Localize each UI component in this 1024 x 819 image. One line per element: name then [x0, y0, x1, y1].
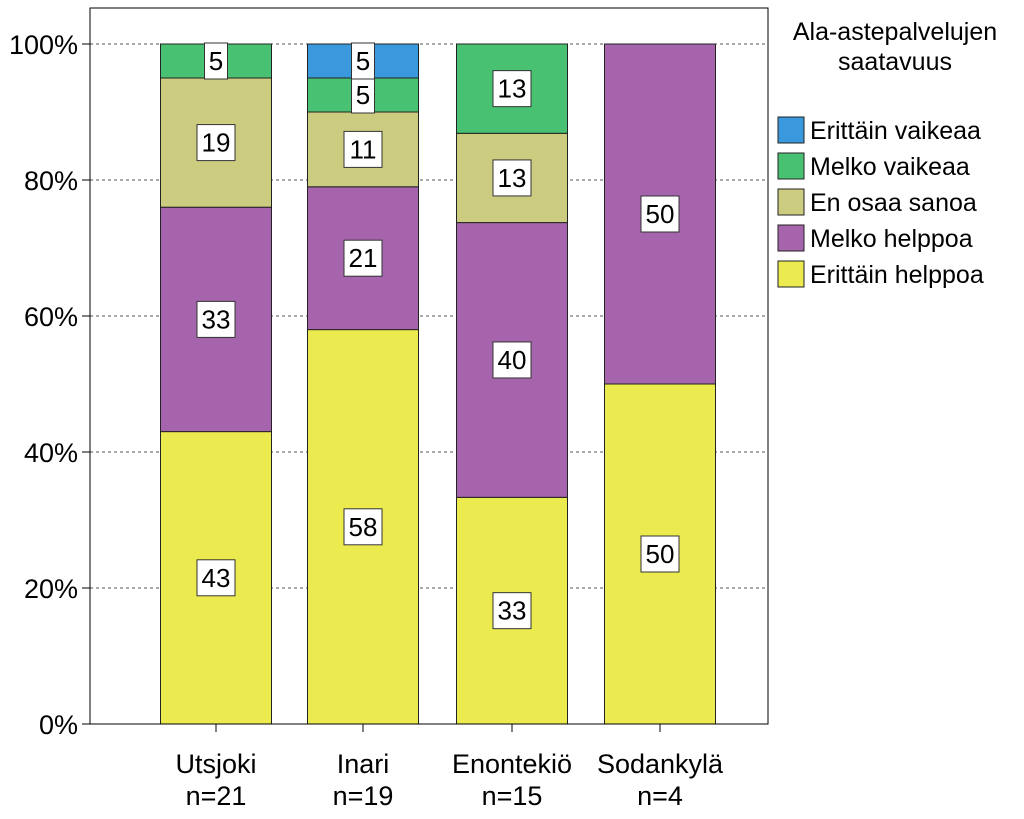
data-label-text: 19: [202, 128, 231, 158]
data-label: 21: [343, 239, 383, 277]
data-label-text: 50: [646, 199, 675, 229]
data-label-text: 50: [646, 539, 675, 569]
legend-swatch-melko-vaikeaa: [777, 152, 805, 180]
data-label: 11: [343, 130, 383, 168]
data-label-text: 5: [356, 80, 370, 110]
data-label-box: [343, 508, 383, 546]
bars: 43 33 19 5 58 21 11 5 5 33 40 13 13 50 50: [160, 42, 716, 725]
legend-swatch-en-osaa-sanoa: [777, 188, 805, 216]
y-tick-label: 60%: [24, 302, 78, 332]
data-label-text: 13: [498, 74, 527, 104]
legend-label-erittain-vaikeaa: Erittäin vaikeaa: [810, 117, 981, 145]
data-label-box: [640, 535, 680, 573]
data-label: 33: [492, 592, 532, 630]
legend-label-melko-vaikeaa: Melko vaikeaa: [810, 153, 970, 181]
data-label-box: [343, 239, 383, 277]
data-label-text: 40: [498, 345, 527, 375]
y-tick-label: 0%: [39, 710, 78, 740]
y-tick-label: 100%: [9, 30, 78, 60]
category-label: Utsjoki: [175, 749, 256, 779]
data-label: 43: [196, 559, 236, 597]
legend-label-erittain-helppoa: Erittäin helppoa: [810, 261, 984, 289]
data-label-box: [492, 159, 532, 197]
data-label-text: 5: [356, 46, 370, 76]
data-label-box: [204, 42, 228, 80]
data-label-box: [640, 195, 680, 233]
category-label: Sodankylä: [597, 749, 724, 779]
data-label-box: [492, 341, 532, 379]
data-label-text: 13: [498, 163, 527, 193]
data-label-box: [343, 130, 383, 168]
legend-label-melko-helppoa: Melko helppoa: [810, 225, 973, 253]
plot-frame: [89, 7, 769, 725]
category-count-label: n=21: [186, 781, 247, 811]
legend-swatch-erittain-vaikeaa: [777, 116, 805, 144]
data-label-box: [196, 300, 236, 338]
data-label: 50: [640, 195, 680, 233]
data-label-box: [492, 70, 532, 108]
data-label-text: 21: [349, 243, 378, 273]
category-count-label: n=15: [482, 781, 543, 811]
data-label: 5: [351, 76, 375, 114]
data-label: 5: [204, 42, 228, 80]
data-label-box: [351, 42, 375, 80]
y-tick-label: 20%: [24, 574, 78, 604]
data-label: 40: [492, 341, 532, 379]
category-label: Inari: [337, 749, 390, 779]
data-label-text: 5: [209, 46, 223, 76]
legend-title: saatavuus: [838, 48, 952, 76]
data-label-text: 33: [202, 304, 231, 334]
y-tick-label: 80%: [24, 166, 78, 196]
data-label-box: [196, 124, 236, 162]
data-label: 58: [343, 508, 383, 546]
data-label-text: 11: [350, 134, 377, 164]
data-label: 50: [640, 535, 680, 573]
data-label-box: [196, 559, 236, 597]
data-label-text: 33: [498, 596, 527, 626]
legend-label-en-osaa-sanoa: En osaa sanoa: [810, 189, 977, 217]
legend-swatch-erittain-helppoa: [777, 260, 805, 288]
data-label-box: [492, 592, 532, 630]
data-label: 13: [492, 70, 532, 108]
plot-border: [89, 7, 769, 725]
data-label: 33: [196, 300, 236, 338]
legend-swatch-melko-helppoa: [777, 224, 805, 252]
data-label: 5: [351, 42, 375, 80]
data-label-text: 58: [349, 512, 378, 542]
category-count-label: n=19: [333, 781, 394, 811]
y-axis-ticks: 0% 20% 40% 60% 80% 100%: [9, 30, 90, 740]
category-count-label: n=4: [637, 781, 683, 811]
data-label-text: 43: [202, 563, 231, 593]
y-tick-label: 40%: [24, 438, 78, 468]
data-label: 19: [196, 124, 236, 162]
legend-title: Ala-astepalvelujen: [793, 18, 997, 46]
data-label: 13: [492, 159, 532, 197]
category-label: Enontekiö: [452, 749, 572, 779]
